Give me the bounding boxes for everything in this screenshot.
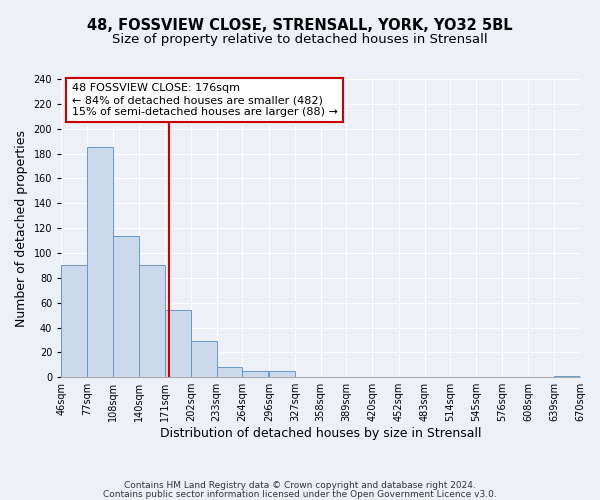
Bar	[113, 236, 139, 377]
Text: Contains HM Land Registry data © Crown copyright and database right 2024.: Contains HM Land Registry data © Crown c…	[124, 481, 476, 490]
Text: 48 FOSSVIEW CLOSE: 176sqm
← 84% of detached houses are smaller (482)
15% of semi: 48 FOSSVIEW CLOSE: 176sqm ← 84% of detac…	[71, 84, 337, 116]
Text: Contains public sector information licensed under the Open Government Licence v3: Contains public sector information licen…	[103, 490, 497, 499]
Bar	[87, 148, 113, 377]
Y-axis label: Number of detached properties: Number of detached properties	[15, 130, 28, 326]
Bar	[554, 376, 580, 377]
Bar	[165, 310, 191, 377]
X-axis label: Distribution of detached houses by size in Strensall: Distribution of detached houses by size …	[160, 427, 481, 440]
Bar	[217, 368, 242, 377]
Bar	[191, 341, 217, 377]
Bar	[61, 266, 87, 377]
Bar	[269, 371, 295, 377]
Bar	[139, 266, 165, 377]
Bar	[242, 371, 268, 377]
Text: 48, FOSSVIEW CLOSE, STRENSALL, YORK, YO32 5BL: 48, FOSSVIEW CLOSE, STRENSALL, YORK, YO3…	[87, 18, 513, 32]
Text: Size of property relative to detached houses in Strensall: Size of property relative to detached ho…	[112, 32, 488, 46]
